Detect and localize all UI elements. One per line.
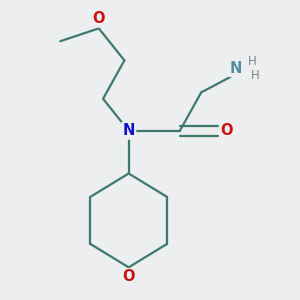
Text: H: H <box>251 69 260 82</box>
Text: O: O <box>220 123 233 138</box>
Text: O: O <box>122 269 135 284</box>
Text: H: H <box>248 55 257 68</box>
Text: N: N <box>122 123 135 138</box>
Text: N: N <box>229 61 242 76</box>
Text: O: O <box>92 11 105 26</box>
